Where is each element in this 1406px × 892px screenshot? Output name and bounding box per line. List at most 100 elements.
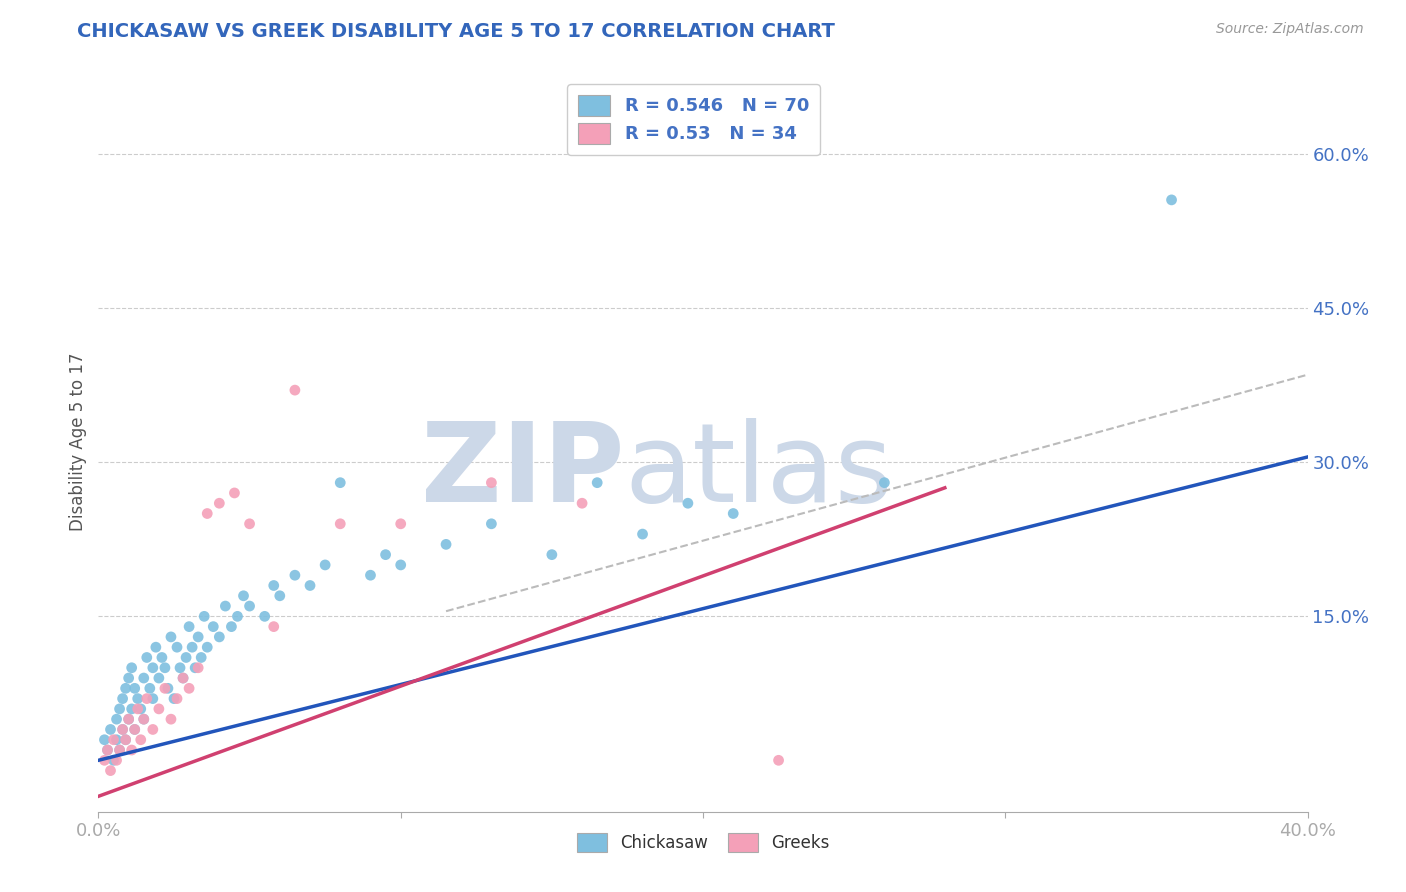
Point	[253, 609, 276, 624]
Point	[263, 578, 285, 592]
Point	[284, 383, 307, 397]
Point	[374, 548, 396, 562]
Text: ZIP: ZIP	[420, 417, 624, 524]
Point	[586, 475, 609, 490]
Point	[166, 691, 188, 706]
Text: Source: ZipAtlas.com: Source: ZipAtlas.com	[1216, 22, 1364, 37]
Point	[135, 650, 157, 665]
Point	[93, 753, 115, 767]
Point	[139, 681, 162, 696]
Point	[723, 507, 745, 521]
Point	[226, 609, 249, 624]
Point	[156, 681, 179, 696]
Point	[118, 712, 141, 726]
Point	[132, 712, 155, 726]
Y-axis label: Disability Age 5 to 17: Disability Age 5 to 17	[69, 352, 87, 531]
Point	[179, 681, 201, 696]
Point	[481, 475, 503, 490]
Point	[389, 516, 412, 531]
Point	[93, 732, 115, 747]
Point	[111, 723, 134, 737]
Point	[121, 661, 143, 675]
Point	[163, 691, 186, 706]
Point	[118, 712, 141, 726]
Point	[105, 732, 128, 747]
Point	[105, 753, 128, 767]
Point	[187, 661, 209, 675]
Point	[239, 516, 262, 531]
Point	[111, 723, 134, 737]
Point	[124, 723, 146, 737]
Point	[121, 702, 143, 716]
Point	[160, 630, 183, 644]
Point	[132, 671, 155, 685]
Point	[360, 568, 382, 582]
Point	[208, 630, 231, 644]
Point	[124, 723, 146, 737]
Point	[195, 507, 218, 521]
Legend: Chickasaw, Greeks: Chickasaw, Greeks	[569, 826, 837, 859]
Point	[129, 702, 152, 716]
Point	[1160, 193, 1182, 207]
Point	[571, 496, 593, 510]
Point	[434, 537, 457, 551]
Point	[145, 640, 167, 655]
Point	[187, 630, 209, 644]
Point	[127, 691, 149, 706]
Point	[269, 589, 291, 603]
Point	[108, 743, 131, 757]
Point	[481, 516, 503, 531]
Point	[121, 743, 143, 757]
Point	[153, 681, 176, 696]
Text: atlas: atlas	[624, 417, 893, 524]
Point	[193, 609, 215, 624]
Point	[96, 743, 118, 757]
Point	[129, 732, 152, 747]
Point	[96, 743, 118, 757]
Point	[239, 599, 262, 613]
Point	[299, 578, 322, 592]
Point	[172, 671, 194, 685]
Point	[540, 548, 562, 562]
Point	[142, 723, 165, 737]
Point	[135, 691, 157, 706]
Point	[676, 496, 699, 510]
Point	[873, 475, 896, 490]
Point	[389, 558, 412, 572]
Point	[100, 723, 122, 737]
Point	[148, 702, 170, 716]
Point	[329, 475, 352, 490]
Point	[174, 650, 197, 665]
Text: CHICKASAW VS GREEK DISABILITY AGE 5 TO 17 CORRELATION CHART: CHICKASAW VS GREEK DISABILITY AGE 5 TO 1…	[77, 22, 835, 41]
Point	[103, 732, 125, 747]
Point	[179, 620, 201, 634]
Point	[172, 671, 194, 685]
Point	[221, 620, 243, 634]
Point	[114, 681, 136, 696]
Point	[103, 753, 125, 767]
Point	[105, 712, 128, 726]
Point	[631, 527, 654, 541]
Point	[114, 732, 136, 747]
Point	[160, 712, 183, 726]
Point	[208, 496, 231, 510]
Point	[169, 661, 191, 675]
Point	[284, 568, 307, 582]
Point	[195, 640, 218, 655]
Point	[118, 671, 141, 685]
Point	[202, 620, 225, 634]
Point	[111, 691, 134, 706]
Point	[232, 589, 254, 603]
Point	[148, 671, 170, 685]
Point	[142, 691, 165, 706]
Point	[108, 702, 131, 716]
Point	[124, 681, 146, 696]
Point	[108, 743, 131, 757]
Point	[190, 650, 212, 665]
Point	[329, 516, 352, 531]
Point	[768, 753, 790, 767]
Point	[181, 640, 204, 655]
Point	[114, 732, 136, 747]
Point	[150, 650, 173, 665]
Point	[153, 661, 176, 675]
